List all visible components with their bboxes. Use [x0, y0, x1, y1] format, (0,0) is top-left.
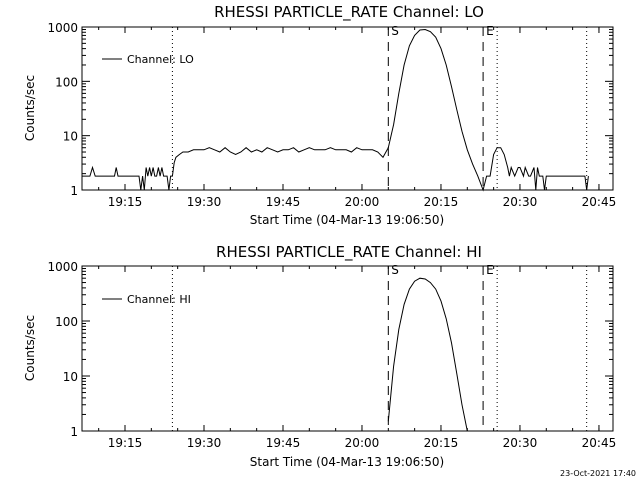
- lo-x-tick-label: 20:30: [503, 195, 538, 209]
- lo-chart-title: RHESSI PARTICLE_RATE Channel: LO: [214, 3, 484, 22]
- hi-plot-frame: [81, 265, 614, 432]
- lo-x-tick-label: 19:45: [266, 195, 301, 209]
- lo-x-tick-label: 19:15: [108, 195, 143, 209]
- lo-legend-label: Channel: LO: [127, 53, 194, 66]
- lo-y-axis-label: Counts/sec: [23, 75, 37, 141]
- render-timestamp: 23-Oct-2021 17:40: [560, 469, 636, 478]
- lo-x-tick-label: 20:15: [424, 195, 459, 209]
- hi-x-tick-label: 19:45: [266, 436, 301, 450]
- hi-y-ticks: 1 10 100 1000: [47, 260, 613, 439]
- hi-y-tick-label: 100: [55, 315, 78, 329]
- hi-x-tick-label: 19:30: [187, 436, 222, 450]
- hi-x-tick-label: 20:45: [582, 436, 617, 450]
- lo-channel-panel: RHESSI PARTICLE_RATE Channel: LO Start T…: [23, 3, 616, 227]
- lo-x-tick-label: 20:00: [345, 195, 380, 209]
- hi-x-axis-label: Start Time (04-Mar-13 19:06:50): [250, 455, 444, 469]
- hi-series: [387, 277, 468, 432]
- hi-legend-label: Channel: HI: [127, 293, 191, 306]
- hi-x-tick-label: 20:15: [424, 436, 459, 450]
- lo-legend: Channel: LO: [102, 53, 194, 66]
- hi-x-tick-label: 20:00: [345, 436, 380, 450]
- hi-series-line: [387, 277, 468, 432]
- hi-x-tick-label: 20:30: [503, 436, 538, 450]
- lo-marker-label: E: [486, 24, 494, 38]
- lo-x-ticks: 19:15 19:30 19:45 20:00 20:15 20:30 20:45: [98, 27, 617, 209]
- lo-x-tick-label: 20:45: [582, 195, 617, 209]
- hi-y-tick-label: 1000: [47, 260, 78, 274]
- lo-marker-label: S: [391, 24, 399, 38]
- hi-legend: Channel: HI: [102, 293, 191, 306]
- lo-y-tick-label: 10: [63, 130, 78, 144]
- hi-marker-label: S: [391, 263, 399, 277]
- hi-y-axis-label: Counts/sec: [23, 315, 37, 381]
- hi-marker-label: E: [486, 263, 494, 277]
- lo-series-line: [82, 28, 589, 192]
- lo-y-tick-label: 1000: [47, 21, 78, 35]
- hi-chart-title: RHESSI PARTICLE_RATE Channel: HI: [216, 243, 482, 262]
- lo-y-ticks: 1 10 100 1000: [47, 21, 613, 198]
- lo-y-tick-label: 100: [55, 75, 78, 89]
- lo-x-tick-label: 19:30: [187, 195, 222, 209]
- hi-y-tick-label: 10: [63, 370, 78, 384]
- hi-y-tick-label: 1: [70, 425, 78, 439]
- hi-x-tick-label: 19:15: [108, 436, 143, 450]
- hi-channel-panel: RHESSI PARTICLE_RATE Channel: HI Start T…: [23, 243, 616, 469]
- lo-series: [82, 28, 589, 192]
- lo-x-axis-label: Start Time (04-Mar-13 19:06:50): [250, 213, 444, 227]
- lo-y-tick-label: 1: [70, 184, 78, 198]
- lo-plot-frame: [81, 26, 614, 191]
